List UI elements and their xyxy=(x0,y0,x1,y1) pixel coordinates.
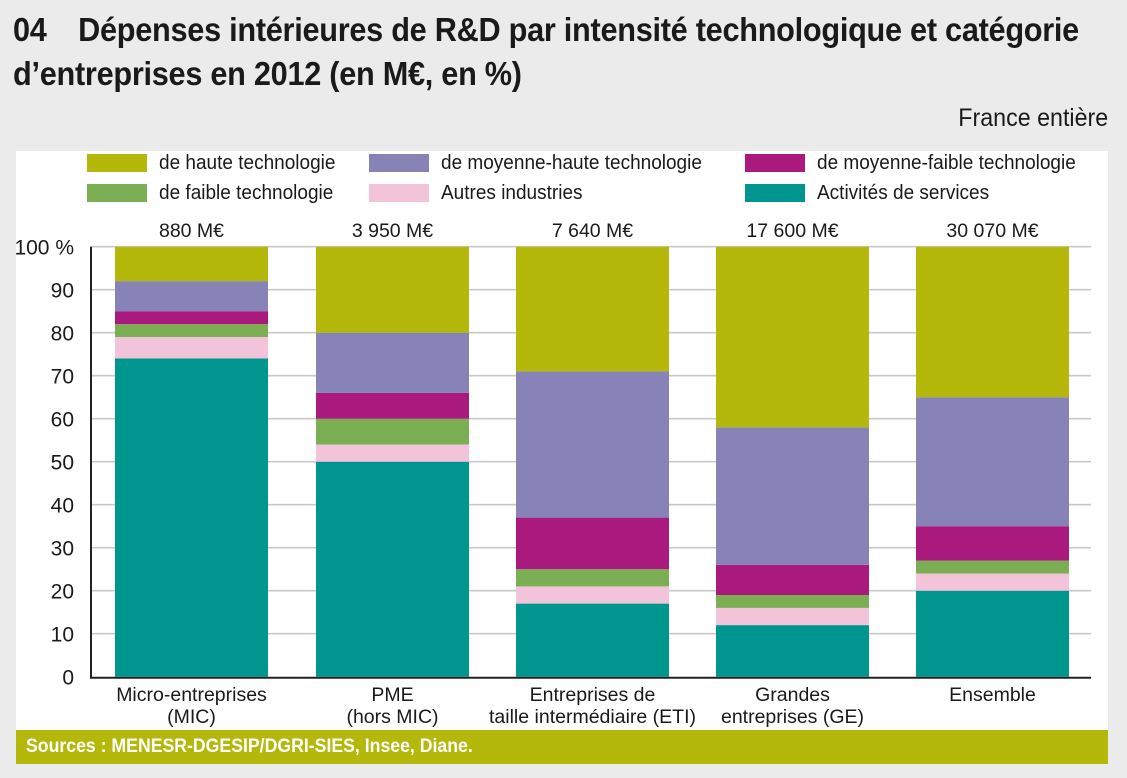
bar-segment-de-haute-technologie xyxy=(316,246,469,333)
legend-label: de faible technologie xyxy=(159,181,334,204)
legend-label: Activités de services xyxy=(817,181,990,204)
bar-segment-de-moyenne-haute-technologie xyxy=(716,427,869,565)
legend-swatch xyxy=(745,154,805,172)
y-tick-label: 80 xyxy=(51,323,74,346)
y-tick-label: 100 % xyxy=(16,237,74,260)
x-category-label: entreprises (GE) xyxy=(721,706,864,728)
y-tick-label: 50 xyxy=(51,452,74,475)
y-tick-label: 60 xyxy=(51,409,74,432)
bar-segment-de-moyenne-haute-technologie xyxy=(115,281,268,312)
x-category-label: taille intermédiaire (ETI) xyxy=(489,706,696,728)
legend-swatch xyxy=(745,184,805,202)
bar-total-label: 3 950 M€ xyxy=(352,220,433,242)
legend-item-de-moyenne-haute-technologie: de moyenne-haute technologie xyxy=(369,151,716,175)
x-category-label: Grandes xyxy=(755,684,830,706)
source-note: Sources : MENESR-DGESIP/DGRI-SIES, Insee… xyxy=(16,730,1108,764)
legend-item-de-faible-technologie: de faible technologie xyxy=(87,181,342,205)
bar-segment-autres-industries xyxy=(115,337,268,359)
bar-segment-activites-de-services xyxy=(316,461,469,677)
bar-total-label: 7 640 M€ xyxy=(552,220,633,242)
bar-segment-de-moyenne-faible-technologie xyxy=(115,311,268,325)
legend-item-de-haute-technologie: de haute technologie xyxy=(87,151,345,175)
legend-swatch xyxy=(369,184,429,202)
bar-segment-de-haute-technologie xyxy=(115,246,268,282)
bar-total-label: 30 070 M€ xyxy=(946,220,1038,242)
bar-segment-de-haute-technologie xyxy=(716,246,869,428)
bar-segment-de-haute-technologie xyxy=(516,246,669,372)
legend-label: de moyenne-haute technologie xyxy=(441,151,702,174)
legend-swatch xyxy=(87,184,147,202)
y-tick-label: 40 xyxy=(51,495,74,518)
bar-segment-autres-industries xyxy=(716,607,869,626)
y-tick-label: 0 xyxy=(62,667,74,690)
bar-segment-de-moyenne-haute-technologie xyxy=(916,397,1069,527)
legend-item-autres-industries: Autres industries xyxy=(369,181,590,205)
y-tick-label: 70 xyxy=(51,366,74,389)
y-tick-label: 30 xyxy=(51,538,74,561)
bar-segment-de-moyenne-faible-technologie xyxy=(516,517,669,570)
figure-number: 04 xyxy=(13,11,47,48)
source-text: Sources : MENESR-DGESIP/DGRI-SIES, Insee… xyxy=(26,736,473,757)
legend-label: Autres industries xyxy=(441,181,583,204)
bar-segment-de-moyenne-faible-technologie xyxy=(916,526,1069,561)
x-category-label: Micro-entreprises xyxy=(116,684,267,706)
bar-segment-de-moyenne-haute-technologie xyxy=(516,371,669,518)
chart-title: 04 Dépenses intérieures de R&D par intens… xyxy=(13,8,1079,96)
bar-segment-de-faible-technologie xyxy=(716,595,869,608)
bar-segment-de-faible-technologie xyxy=(115,324,268,337)
legend-label: de haute technologie xyxy=(159,151,336,174)
x-category-label: (hors MIC) xyxy=(346,706,438,728)
bar-segment-de-faible-technologie xyxy=(316,418,469,445)
y-tick-label: 10 xyxy=(51,624,74,647)
legend-swatch xyxy=(87,154,147,172)
y-tick-label: 90 xyxy=(51,280,74,303)
x-category-label: (MIC) xyxy=(167,706,216,728)
title-line-1: Dépenses intérieures de R&D par intensit… xyxy=(78,11,1079,48)
x-category-label: Entreprises de xyxy=(530,684,656,706)
bar-segment-activites-de-services xyxy=(716,625,869,677)
legend-label: de moyenne-faible technologie xyxy=(817,151,1076,174)
bar-segment-de-moyenne-faible-technologie xyxy=(316,392,469,419)
legend-item-activites-de-services: Activités de services xyxy=(745,181,998,205)
bar-segment-activites-de-services xyxy=(115,358,268,677)
chart-svg: 0 10 20 30 40 50 60 70 80 90 100 % 880 M€ Micro-entr… xyxy=(16,220,1091,728)
bar-segment-autres-industries xyxy=(316,444,469,462)
bar-segment-activites-de-services xyxy=(916,590,1069,677)
bar-total-label: 17 600 M€ xyxy=(746,220,838,242)
bar-segment-de-moyenne-faible-technologie xyxy=(716,564,869,595)
bar-segment-autres-industries xyxy=(916,573,1069,591)
bar-total-label: 880 M€ xyxy=(159,220,224,242)
bar-segment-autres-industries xyxy=(516,586,669,604)
bar-segment-activites-de-services xyxy=(516,603,669,677)
geographic-scope: France entière xyxy=(958,104,1108,132)
bar-segment-de-faible-technologie xyxy=(516,569,669,587)
y-tick-label: 20 xyxy=(51,581,74,604)
title-line-2: d’entreprises en 2012 (en M€, en %) xyxy=(13,55,522,92)
chart-panel: de haute technologie de moyenne-haute tec… xyxy=(16,151,1108,730)
legend-swatch xyxy=(369,154,429,172)
x-category-label: Ensemble xyxy=(949,684,1036,706)
x-category-label: PME xyxy=(371,684,413,706)
bar-segment-de-haute-technologie xyxy=(916,246,1069,398)
bar-segment-de-moyenne-haute-technologie xyxy=(316,332,469,393)
legend-item-de-moyenne-faible-technologie: de moyenne-faible technologie xyxy=(745,151,1089,175)
bar-segment-de-faible-technologie xyxy=(916,560,1069,574)
